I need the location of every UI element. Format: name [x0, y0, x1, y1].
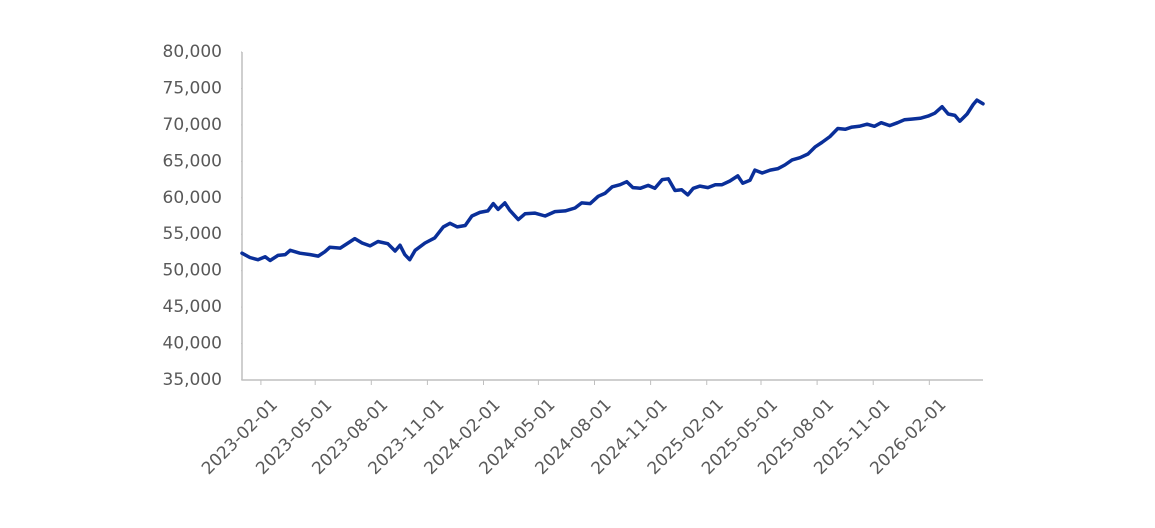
y-tick-label: 55,000: [163, 224, 222, 244]
y-tick-label: 75,000: [163, 78, 222, 98]
y-tick-label: 45,000: [163, 297, 222, 317]
y-tick-label: 60,000: [163, 188, 222, 208]
y-tick-label: 80,000: [163, 42, 222, 62]
y-tick-label: 40,000: [163, 334, 222, 354]
y-tick-label: 50,000: [163, 261, 222, 281]
y-tick-label: 65,000: [163, 151, 222, 171]
y-tick-label: 35,000: [163, 370, 222, 390]
line-series: [240, 98, 985, 263]
y-tick-label: 70,000: [163, 115, 222, 135]
